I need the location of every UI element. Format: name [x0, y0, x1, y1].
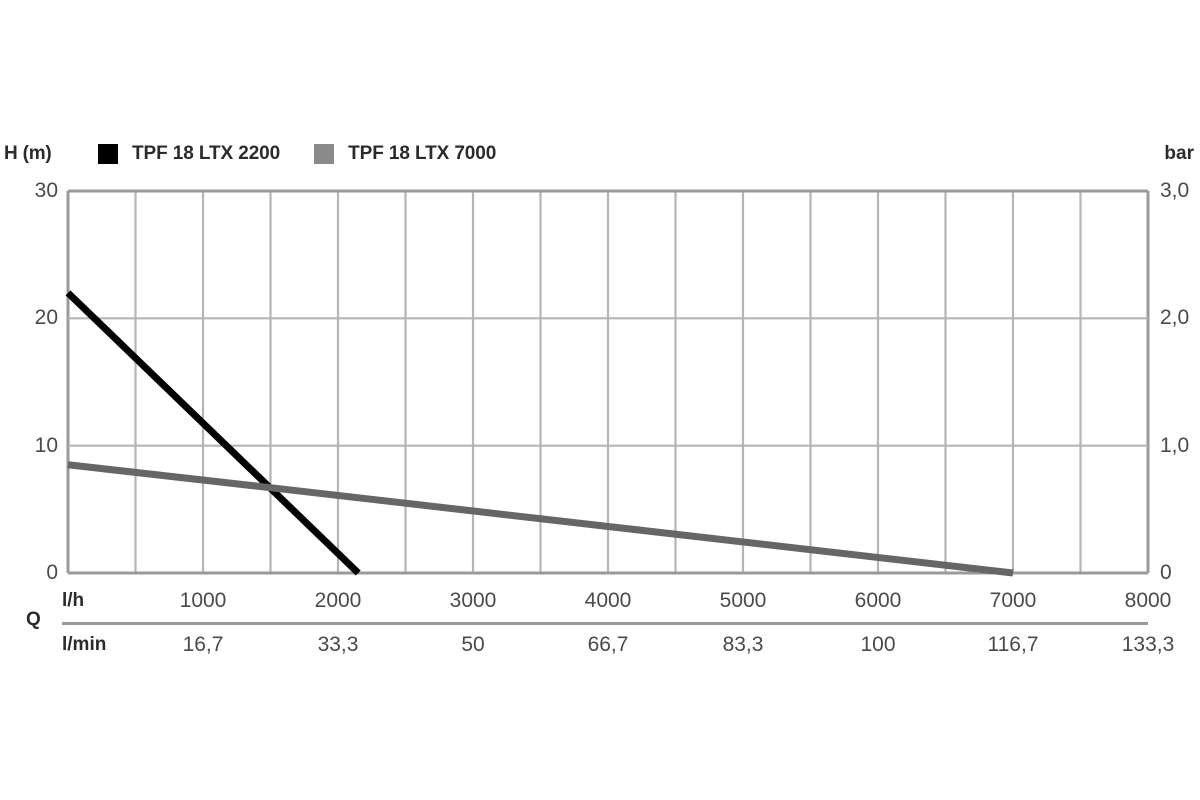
flow-symbol-label: Q [26, 609, 41, 630]
y-axis-right-tick-label: 0 [1160, 561, 1172, 584]
plot-area [65, 189, 1150, 577]
y-axis-left-tick-label: 10 [34, 433, 58, 457]
x-axis-tick-label-lmin: 16,7 [182, 633, 224, 656]
legend-label-series-1: TPF 18 LTX 2200 [132, 143, 281, 164]
legend-swatch-black-icon [98, 144, 118, 164]
x-axis-tick-label-lh: 3000 [449, 589, 497, 612]
x-axis-row-lh: l/h 1000 2000 3000 4000 5000 6000 7000 8000 [0, 586, 1200, 616]
plot-svg-canvas [65, 189, 1150, 577]
right-axis-unit-label: bar [1164, 143, 1194, 164]
x-axis-tick-label-lmin: 33,3 [317, 633, 359, 656]
y-axis-right-tick-label: 3,0 [1160, 179, 1190, 202]
y-axis-left-ticks: 0 10 20 30 [8, 180, 58, 583]
series-curve-2 [67, 461, 1014, 577]
x-axis-block: Q l/h 1000 2000 3000 4000 5000 6000 7000 8000 l… [0, 586, 1200, 662]
x-axis-tick-label-lh: 4000 [584, 589, 632, 612]
y-axis-right-ticks: 0 1,0 2,0 3,0 [1160, 180, 1200, 583]
series-curve-1 [65, 290, 361, 576]
x-axis-tick-label-lmin: 100 [860, 633, 896, 656]
left-axis-unit-label: H (m) [4, 143, 52, 164]
x-axis-row-lmin: l/min 16,7 33,3 50 66,7 83,3 100 116,7 133,3 [0, 630, 1200, 660]
x-axis-tick-label-lh: 5000 [719, 589, 767, 612]
y-axis-left-tick-label: 20 [34, 306, 58, 330]
x-axis-unit-lh: l/h [62, 590, 85, 611]
legend-item-series-2[interactable]: TPF 18 LTX 7000 [314, 138, 496, 170]
x-axis-tick-label-lh: 6000 [854, 589, 902, 612]
legend-label-series-2: TPF 18 LTX 7000 [348, 143, 497, 164]
x-axis-tick-label-lh: 1000 [179, 589, 227, 612]
y-axis-right-tick-label: 1,0 [1160, 433, 1190, 457]
chart-legend: TPF 18 LTX 2200 TPF 18 LTX 7000 [98, 138, 496, 170]
legend-swatch-gray-icon [314, 144, 335, 164]
x-axis-tick-label-lmin: 133,3 [1121, 633, 1175, 656]
x-axis-tick-label-lh: 8000 [1124, 589, 1172, 612]
x-axis-tick-label-lmin: 116,7 [987, 633, 1039, 656]
y-axis-right-tick-label: 2,0 [1160, 306, 1190, 330]
x-axis-tick-label-lh: 2000 [314, 589, 362, 612]
x-axis-tick-label-lh: 7000 [989, 589, 1037, 612]
grid-lines [66, 189, 1150, 575]
x-axis-tick-label-lmin: 50 [461, 633, 485, 656]
x-axis-unit-lmin: l/min [62, 634, 107, 655]
x-axis-tick-label-lmin: 83,3 [722, 633, 764, 656]
chart-header: H (m) TPF 18 LTX 2200 TPF 18 LTX 7000 ba… [0, 138, 1200, 170]
x-axis-divider-rule [62, 622, 1148, 625]
y-axis-left-tick-label: 0 [46, 561, 58, 584]
legend-item-series-1[interactable]: TPF 18 LTX 2200 [98, 138, 280, 170]
series-group [65, 290, 1014, 577]
y-axis-left-tick-label: 30 [34, 179, 58, 202]
x-axis-tick-label-lmin: 66,7 [587, 633, 629, 656]
